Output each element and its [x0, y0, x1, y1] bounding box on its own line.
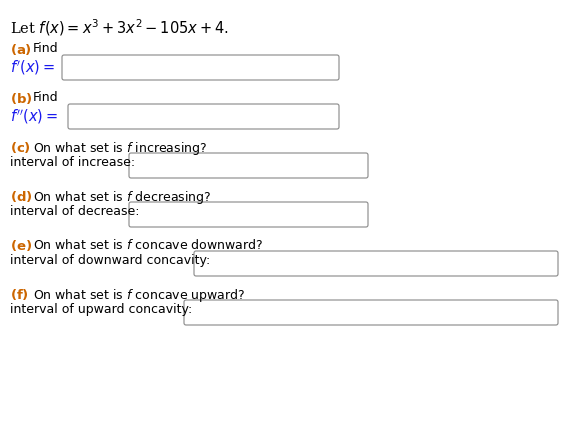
Text: Find: Find: [33, 91, 58, 104]
Text: interval of increase:: interval of increase:: [10, 156, 135, 169]
Text: interval of downward concavity:: interval of downward concavity:: [10, 254, 210, 267]
FancyBboxPatch shape: [129, 153, 368, 178]
Text: $\bf{(e)}$: $\bf{(e)}$: [10, 238, 32, 253]
Text: $\bf{(d)}$: $\bf{(d)}$: [10, 189, 33, 204]
Text: $\bf{(f)}$: $\bf{(f)}$: [10, 287, 29, 302]
Text: On what set is $f$ increasing?: On what set is $f$ increasing?: [33, 140, 207, 157]
FancyBboxPatch shape: [62, 55, 339, 80]
Text: interval of upward concavity:: interval of upward concavity:: [10, 303, 193, 316]
FancyBboxPatch shape: [194, 251, 558, 276]
Text: $f''(x) =$: $f''(x) =$: [10, 107, 58, 126]
FancyBboxPatch shape: [184, 300, 558, 325]
Text: $\bf{(b)}$: $\bf{(b)}$: [10, 91, 33, 106]
Text: On what set is $f$ concave downward?: On what set is $f$ concave downward?: [33, 238, 264, 252]
Text: Let $f(x) = x^3 + 3x^2 - 105x + 4.$: Let $f(x) = x^3 + 3x^2 - 105x + 4.$: [10, 17, 229, 37]
Text: $\bf{(a)}$: $\bf{(a)}$: [10, 42, 32, 57]
Text: Find: Find: [33, 42, 58, 55]
FancyBboxPatch shape: [129, 202, 368, 227]
Text: $f'(x) =$: $f'(x) =$: [10, 58, 55, 77]
Text: On what set is $f$ decreasing?: On what set is $f$ decreasing?: [33, 189, 211, 206]
Text: interval of decrease:: interval of decrease:: [10, 205, 139, 218]
Text: $\bf{(c)}$: $\bf{(c)}$: [10, 140, 31, 155]
Text: On what set is $f$ concave upward?: On what set is $f$ concave upward?: [33, 287, 245, 304]
FancyBboxPatch shape: [68, 104, 339, 129]
